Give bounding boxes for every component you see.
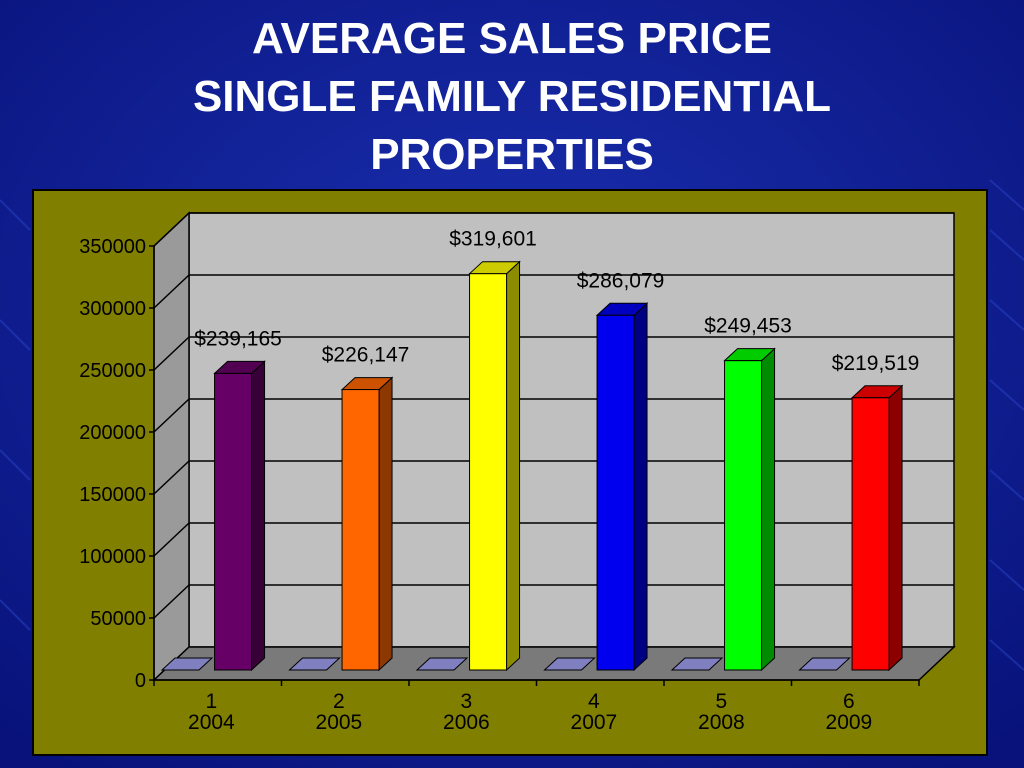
data-label: $219,519	[832, 352, 920, 375]
slide-title: AVERAGE SALES PRICE SINGLE FAMILY RESIDE…	[0, 10, 1024, 184]
bar	[851, 397, 890, 671]
bar-chart: 0 50000 100000 150000 200000 250000 300000 3500…	[79, 211, 956, 734]
bar-side	[251, 360, 266, 672]
bar-base-plate	[160, 657, 214, 671]
x-tick-label: 3	[461, 690, 473, 713]
bar	[724, 360, 763, 671]
gridline-side	[153, 584, 190, 619]
bar-side	[888, 384, 903, 672]
bar	[596, 314, 635, 671]
y-tick-label: 300000	[79, 298, 146, 320]
bar-base-plate	[415, 657, 469, 671]
title-line-1: AVERAGE SALES PRICE	[252, 14, 772, 63]
y-tick-label: 250000	[79, 360, 146, 382]
data-label: $319,601	[449, 228, 537, 251]
data-label: $286,079	[577, 269, 665, 292]
bar-side	[378, 376, 393, 672]
title-line-3: PROPERTIES	[370, 130, 654, 179]
title-line-2: SINGLE FAMILY RESIDENTIAL	[192, 72, 832, 121]
y-tick-label: 100000	[79, 546, 146, 568]
bar-side	[761, 347, 776, 672]
gridline-side	[153, 212, 190, 247]
gridline-side	[153, 522, 190, 557]
bar-base-plate	[798, 657, 851, 671]
y-tick-label: 0	[135, 670, 146, 692]
x-year-label: 2006	[443, 711, 490, 734]
chart-panel: 0 50000 100000 150000 200000 250000 300000 3500…	[32, 189, 988, 756]
bar	[214, 372, 253, 671]
bar	[341, 389, 380, 671]
bar-side	[633, 302, 648, 672]
bar-side	[506, 260, 521, 672]
x-year-label: 2008	[698, 711, 745, 734]
x-tick-label: 6	[843, 690, 855, 713]
x-tick-label: 2	[333, 690, 345, 713]
y-tick-label: 350000	[79, 236, 146, 258]
x-tick-label: 5	[716, 690, 728, 713]
x-year-label: 2004	[188, 711, 235, 734]
data-label: $249,453	[704, 315, 792, 338]
x-year-label: 2009	[826, 711, 873, 734]
x-tick-label: 4	[588, 690, 600, 713]
gridline-side	[153, 336, 190, 371]
gridline-side	[153, 274, 190, 309]
data-label: $226,147	[322, 344, 410, 367]
y-tick-label: 200000	[79, 422, 146, 444]
back-wall	[188, 212, 955, 648]
x-tick-label: 1	[206, 690, 218, 713]
bar-base-plate	[543, 657, 596, 671]
bar-base-plate	[670, 657, 724, 671]
x-year-label: 2007	[571, 711, 618, 734]
gridline-side	[153, 398, 190, 433]
x-year-label: 2005	[316, 711, 363, 734]
gridline-side	[153, 460, 190, 495]
y-tick-label: 50000	[90, 608, 146, 630]
bar	[469, 273, 508, 671]
bar-base-plate	[288, 657, 341, 671]
data-label: $239,165	[194, 327, 282, 350]
y-tick-label: 150000	[79, 484, 146, 506]
side-wall	[153, 211, 190, 682]
